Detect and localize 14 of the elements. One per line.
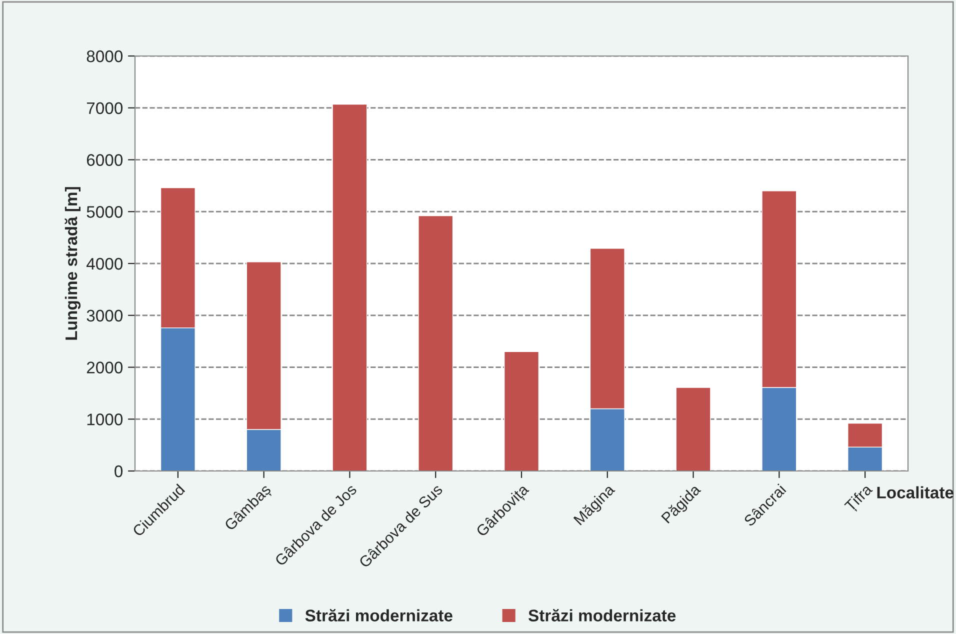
y-tick-label: 2000 <box>86 362 123 374</box>
y-tick-label: 0 <box>114 465 123 478</box>
y-axis-title: Lungime stradă [m] <box>64 187 81 340</box>
x-tick-label: Țifra <box>844 482 876 514</box>
y-tick-label: 1000 <box>87 414 123 426</box>
legend-label: Străzi modernizate <box>528 609 676 622</box>
y-tick-label: 4000 <box>86 258 123 270</box>
x-axis-title: Localitate <box>877 486 954 498</box>
y-tick-label: 6000 <box>86 154 123 166</box>
y-tick-label: 8000 <box>86 50 123 62</box>
legend-label: Străzi modernizate <box>305 609 452 622</box>
y-tick-label: 7000 <box>86 102 123 114</box>
y-tick-label: 5000 <box>86 206 123 218</box>
y-tick-label: 3000 <box>86 310 123 322</box>
